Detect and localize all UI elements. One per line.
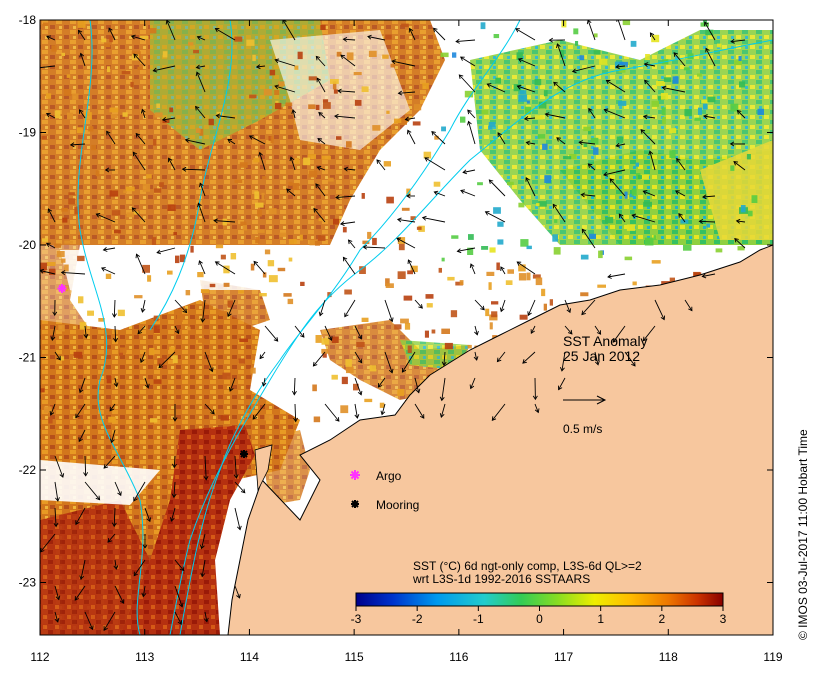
y-tick-label: -18 — [19, 13, 37, 27]
legend-argo-label: Argo — [376, 469, 402, 483]
argo-star-icon — [350, 470, 360, 480]
colorbar-title-line1: SST (°C) 6d ngt-only comp, L3S-6d QL>=2 — [413, 559, 642, 573]
colorbar-tick-label: 2 — [658, 612, 665, 626]
x-tick-label: 116 — [449, 650, 468, 664]
map-title: SST Anomaly — [563, 333, 648, 349]
x-tick-label: 113 — [135, 650, 154, 664]
x-tick-label: 115 — [345, 650, 364, 664]
copyright-text: © IMOS 03-Jul-2017 11:00 Hobart Time — [796, 429, 810, 640]
x-tick-label: 114 — [240, 650, 259, 664]
colorbar-gradient — [356, 593, 723, 606]
x-tick-label: 112 — [30, 650, 49, 664]
y-tick-label: -19 — [19, 126, 37, 140]
x-tick-label: 119 — [763, 650, 782, 664]
colorbar-tick-label: 1 — [597, 612, 604, 626]
map-date: 25 Jan 2012 — [563, 348, 640, 364]
scale-label: 0.5 m/s — [563, 422, 602, 436]
x-tick-label: 117 — [554, 650, 573, 664]
colorbar-tick-label: -3 — [351, 612, 362, 626]
y-tick-label: -21 — [19, 351, 37, 365]
colorbar-tick-label: -2 — [412, 612, 423, 626]
y-tick-label: -22 — [19, 463, 37, 477]
x-tick-label: 118 — [659, 650, 678, 664]
mooring-marker — [240, 450, 248, 458]
colorbar-tick-label: 3 — [720, 612, 727, 626]
y-tick-label: -23 — [19, 576, 37, 590]
colorbar-title-line2: wrt L3S-1d 1992-2016 SSTAARS — [412, 572, 590, 586]
legend-mooring-label: Mooring — [376, 498, 419, 512]
y-tick-label: -20 — [19, 238, 37, 252]
mooring-star-icon — [351, 500, 359, 508]
colorbar-tick-label: 0 — [536, 612, 543, 626]
colorbar-tick-label: -1 — [473, 612, 484, 626]
